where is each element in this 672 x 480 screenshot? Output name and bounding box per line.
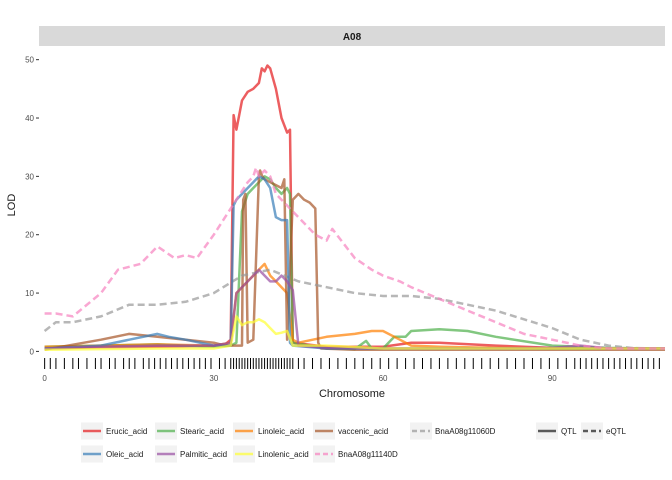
legend-label: vaccenic_acid (338, 427, 388, 436)
legend-item-BnaA08g11140D: BnaA08g11140D (313, 445, 398, 463)
legend-label: Erucic_acid (106, 427, 147, 436)
legend-item-Linolenic_acid: Linolenic_acid (233, 445, 309, 463)
series-line-Oleic_acid (44, 175, 665, 350)
y-tick-label: 40 (25, 114, 34, 123)
legend-item-vaccenic_acid: vaccenic_acid (313, 422, 388, 440)
series-line-Erucic_acid (44, 64, 665, 350)
legend-label: Palmitic_acid (180, 450, 227, 459)
x-tick-label: 30 (209, 374, 218, 383)
series-lines (43, 64, 666, 351)
legend-linetype-QTL: QTL (536, 422, 577, 440)
series-line-Linolenic_acid (44, 315, 665, 351)
facet-strip (39, 26, 665, 46)
series-line-Palmitic_acid (44, 268, 665, 350)
legend-item-Oleic_acid: Oleic_acid (81, 445, 143, 463)
y-tick-label: 10 (25, 289, 34, 298)
legend-item-BnaA08g11060D: BnaA08g11060D (410, 422, 496, 440)
legend-item-Erucic_acid: Erucic_acid (81, 422, 147, 440)
legend-label: BnaA08g11060D (435, 427, 496, 436)
series-line-BnaA08g11140D (44, 166, 665, 350)
y-tick-label: 30 (25, 172, 34, 181)
legend-label: Oleic_acid (106, 450, 143, 459)
y-tick-label: 20 (25, 231, 34, 240)
legend-label: BnaA08g11140D (338, 450, 398, 459)
series-line-vaccenic_acid (44, 169, 665, 351)
y-tick-label: 0 (30, 347, 35, 356)
legend-label: eQTL (606, 427, 627, 436)
legend-label: Linoleic_acid (258, 427, 304, 436)
x-axis-label: Chromosome (319, 388, 385, 400)
legend-item-Palmitic_acid: Palmitic_acid (155, 445, 227, 463)
x-tick-label: 60 (379, 374, 388, 383)
legend-item-Stearic_acid: Stearic_acid (155, 422, 224, 440)
legend-label: Linolenic_acid (258, 450, 309, 459)
x-tick-label: 90 (548, 374, 557, 383)
legend-label: Stearic_acid (180, 427, 224, 436)
y-axis-ticks: 0 10 20 30 40 50 (25, 56, 39, 356)
series-line-Stearic_acid (44, 175, 666, 351)
facet-title: A08 (343, 32, 362, 43)
legend-linetype-eQTL: eQTL (581, 422, 627, 440)
y-tick-label: 50 (25, 56, 34, 65)
y-axis-label: LOD (6, 194, 18, 217)
legend-label: QTL (561, 427, 577, 436)
x-axis-ticks: 0 30 60 90 (42, 374, 557, 383)
legend-item-Linoleic_acid: Linoleic_acid (233, 422, 304, 440)
series-line-BnaA08g11060D (43, 268, 665, 350)
x-tick-label: 0 (42, 374, 47, 383)
legend: Erucic_acid Stearic_acid Linoleic_acid vacc… (81, 422, 627, 463)
marker-rug (44, 358, 660, 369)
